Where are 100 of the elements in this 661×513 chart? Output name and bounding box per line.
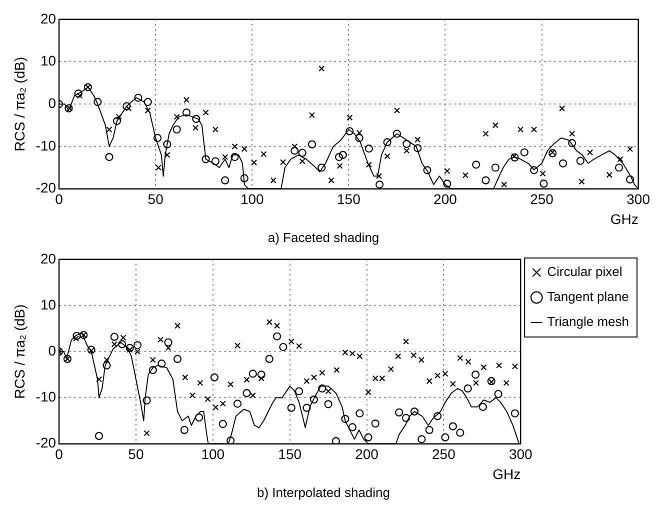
point <box>371 419 380 428</box>
point <box>614 164 624 172</box>
point <box>173 354 182 364</box>
x-tick-label: 250 <box>432 446 456 462</box>
point <box>383 138 392 146</box>
y-tick-label: -20 <box>36 434 56 451</box>
legend-label: Circular pixel <box>547 264 622 280</box>
point <box>464 384 472 393</box>
y-tick-label: -10 <box>36 137 56 154</box>
point <box>388 366 394 372</box>
point <box>394 107 400 114</box>
point <box>434 372 441 379</box>
point <box>494 390 502 398</box>
point <box>510 409 519 418</box>
point <box>163 140 172 148</box>
point <box>334 152 344 162</box>
x-tick-label: 50 <box>148 191 164 208</box>
point <box>492 122 498 128</box>
point <box>74 89 82 98</box>
point <box>349 350 356 356</box>
point <box>226 436 235 444</box>
point <box>550 149 556 156</box>
point <box>106 126 112 133</box>
point <box>348 423 356 432</box>
point <box>520 148 528 156</box>
point <box>414 144 422 152</box>
point <box>482 130 489 137</box>
point <box>212 126 218 133</box>
point <box>248 370 257 378</box>
point <box>134 94 142 102</box>
point <box>233 400 242 408</box>
point <box>126 346 133 353</box>
point <box>76 92 83 99</box>
point <box>318 384 326 393</box>
point <box>540 170 546 177</box>
y-tick-label: -20 <box>36 180 56 196</box>
x-tick-label: 100 <box>240 191 264 208</box>
point <box>478 402 487 411</box>
point <box>251 160 258 166</box>
point <box>228 381 234 388</box>
point <box>457 355 464 362</box>
point <box>418 356 424 363</box>
point <box>356 130 362 136</box>
y-tick-label: 20 <box>40 10 56 26</box>
point <box>105 152 114 162</box>
point <box>410 352 417 358</box>
y-tick-label: 0 <box>48 94 56 111</box>
point <box>144 430 150 436</box>
point <box>568 139 576 148</box>
point <box>279 342 288 352</box>
point <box>366 162 372 168</box>
point <box>241 146 248 152</box>
point <box>332 436 340 444</box>
point <box>441 433 450 442</box>
point <box>341 414 350 423</box>
point <box>472 160 480 169</box>
point <box>102 361 111 370</box>
point <box>304 378 310 384</box>
point <box>150 356 156 363</box>
point <box>487 377 496 386</box>
point <box>96 376 102 382</box>
legend-label: Tangent plane <box>547 289 629 304</box>
y-tick-label: 0 <box>48 342 56 358</box>
point <box>153 134 162 142</box>
point <box>465 358 472 365</box>
point <box>425 426 434 434</box>
point <box>202 110 209 116</box>
point <box>94 432 104 440</box>
point <box>172 125 181 134</box>
point <box>189 392 196 398</box>
text: b) Interpolated shading <box>257 484 390 500</box>
point <box>491 164 500 172</box>
x-tick-label: 100 <box>201 446 225 462</box>
point <box>287 404 296 412</box>
point <box>242 389 251 398</box>
point <box>240 174 248 182</box>
point <box>112 116 122 126</box>
point <box>511 153 518 160</box>
x-tick-label: 300 <box>508 446 533 462</box>
point <box>456 428 464 437</box>
point <box>126 105 132 112</box>
point <box>133 341 142 350</box>
point <box>531 126 538 133</box>
point <box>220 400 226 407</box>
point <box>290 146 299 155</box>
y-axis-title: RCS / πa₂ (dB) <box>11 56 28 152</box>
x-tick-label: 200 <box>355 446 379 462</box>
point <box>310 374 318 380</box>
point <box>280 159 286 166</box>
x-tick-label: 150 <box>278 446 302 462</box>
point <box>298 148 306 157</box>
point <box>270 177 276 184</box>
point <box>104 356 110 363</box>
point <box>410 407 418 416</box>
point <box>402 338 410 344</box>
point <box>569 130 576 137</box>
point <box>395 353 402 360</box>
point <box>110 332 118 341</box>
point <box>310 395 318 404</box>
point <box>258 375 264 382</box>
